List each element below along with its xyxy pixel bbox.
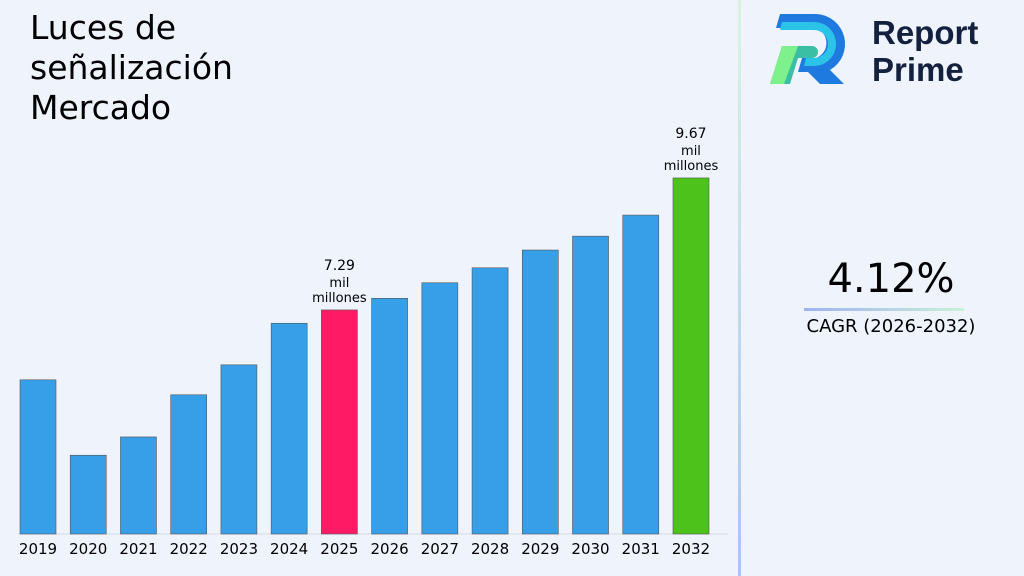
bar-2026 [371,297,408,535]
report-prime-logo [770,14,846,84]
x-tick-label: 2024 [270,540,308,558]
brand-line2: Prime [872,51,964,88]
x-tick-label: 2029 [521,540,559,558]
bar-2032 [672,177,710,535]
bar-2023 [220,364,258,535]
data-label: millones [664,159,719,174]
bar-2019 [19,379,57,535]
bar-2021 [120,436,157,535]
cagr-label: CAGR (2026-2032) [806,316,976,337]
bar-2022 [170,394,207,535]
bar-chart: 2019 2020 2021 2022 2023 2024 20257.29milmillo… [18,126,728,558]
x-tick-label: 2021 [119,540,157,558]
x-tick-label: 2019 [19,540,57,558]
x-tick-label: 2027 [421,540,459,558]
x-tick-label: 2025 [320,540,358,558]
data-label: millones [312,291,367,306]
data-label: 9.67 [675,126,706,142]
bar-2024 [270,322,308,535]
divider [738,0,741,576]
data-label: mil [681,144,701,159]
brand-line1: Report [872,14,979,51]
bar-2028 [471,267,509,535]
bar-2031 [622,214,660,535]
cagr-value: 4.12% [827,256,955,302]
x-tick-label: 2028 [471,540,509,558]
cagr-underline [804,308,964,311]
bar-2029 [521,249,559,535]
x-tick-label: 2022 [170,540,208,558]
brand-name: Report Prime [872,14,978,88]
bar-2030 [572,235,609,535]
x-tick-label: 2031 [622,540,660,558]
x-tick-label: 2026 [371,540,409,558]
x-tick-label: 2030 [571,540,609,558]
x-tick-label: 2020 [69,540,107,558]
bar-2020 [69,454,107,535]
x-tick-label: 2032 [672,540,710,558]
data-label: 7.29 [324,258,355,274]
page-title: Luces de señalización Mercado [30,8,233,127]
bar-2027 [421,282,459,535]
data-label: mil [329,276,349,291]
x-tick-label: 2023 [220,540,258,558]
bar-2025 [321,309,358,535]
